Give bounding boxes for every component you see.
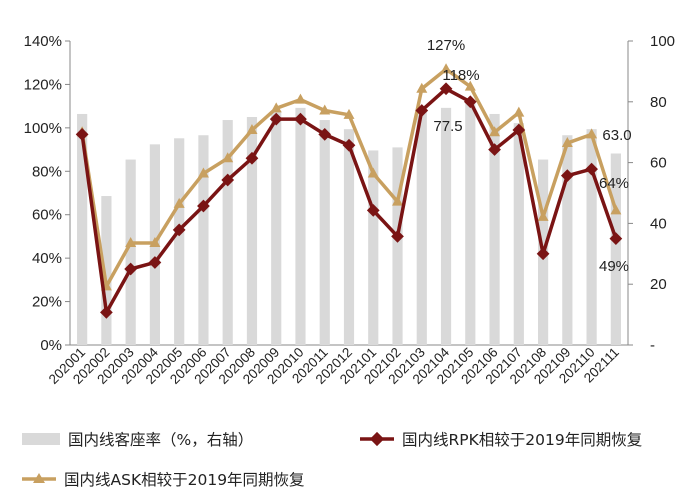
left-tick-label: 0% [40, 337, 62, 354]
bar-load-factor [271, 110, 282, 345]
left-tick-label: 80% [32, 163, 62, 180]
bar-load-factor [440, 107, 452, 345]
point-rpk [342, 138, 356, 152]
point-rpk [245, 151, 259, 165]
point-rpk [366, 204, 380, 217]
left-tick-label: 20% [32, 294, 62, 311]
point-rpk [488, 143, 501, 156]
point-rpk [75, 128, 89, 141]
point-ask [319, 104, 331, 115]
point-ask [173, 197, 185, 208]
point-rpk [172, 223, 186, 237]
bar-load-factor [392, 147, 403, 345]
bar-load-factor [465, 101, 476, 345]
point-ask [610, 204, 622, 215]
point-rpk [197, 199, 210, 213]
left-tick-label: 140% [24, 33, 62, 50]
data-label: 64% [599, 175, 629, 192]
point-ask [586, 128, 598, 139]
data-label: 63.0 [602, 127, 631, 144]
point-ask [270, 102, 282, 113]
point-ask [392, 195, 404, 206]
legend-swatch-rpk [360, 431, 394, 447]
point-ask [416, 82, 428, 93]
bar-load-factor [416, 110, 427, 345]
left-tick-label: 100% [24, 120, 62, 137]
legend-label-ask: 国内线ASK相较于2019年同期恢复 [64, 471, 305, 489]
point-rpk [221, 173, 235, 187]
bar-load-factor [125, 159, 136, 345]
bar-load-factor [489, 113, 500, 346]
data-label: 118% [442, 67, 479, 84]
data-label: 127% [427, 37, 465, 54]
point-ask [343, 108, 355, 119]
left-tick-label: 120% [24, 76, 62, 93]
bar-load-factor [174, 138, 185, 345]
left-tick-label: 40% [32, 250, 62, 267]
data-labels: 127% 118% 77.5 63.0 64% 49% [427, 37, 632, 275]
point-ask [294, 93, 306, 104]
right-tick-label: 80 [650, 94, 667, 111]
point-rpk [439, 82, 453, 96]
right-tick-label: 20 [650, 276, 667, 293]
bar-load-factor [101, 196, 112, 345]
point-ask [222, 152, 234, 163]
point-ask [246, 124, 258, 135]
bar-load-factor [222, 120, 233, 345]
point-rpk [294, 112, 307, 126]
bar-load-factor [246, 117, 258, 345]
point-ask [513, 106, 525, 117]
point-rpk [391, 230, 404, 243]
point-ask [440, 63, 452, 74]
point-ask [537, 210, 549, 221]
point-ask [125, 236, 137, 247]
right-tick-label: 60 [650, 155, 667, 172]
point-rpk [269, 112, 283, 126]
bar-load-factor [513, 123, 524, 345]
point-rpk [318, 128, 332, 141]
bar-load-factor [77, 113, 88, 346]
legend-label-load-factor: 国内线客座率（%，右轴） [68, 431, 253, 449]
point-ask [489, 126, 501, 137]
line-series [75, 63, 623, 319]
bar-series [77, 101, 621, 346]
legend: 国内线客座率（%，右轴） 国内线RPK相较于2019年同期恢复 国内线ASK相较… [22, 431, 642, 489]
point-ask [561, 137, 573, 148]
data-label: 77.5 [433, 118, 462, 135]
right-tick-label: 40 [650, 215, 667, 232]
bar-load-factor [562, 135, 573, 345]
point-rpk [100, 306, 113, 319]
bar-load-factor [198, 135, 209, 345]
bar-load-factor [343, 129, 355, 345]
point-rpk [148, 256, 162, 269]
point-ask [149, 236, 161, 247]
legend-label-rpk: 国内线RPK相较于2019年同期恢复 [402, 431, 642, 449]
left-tick-label: 60% [32, 207, 62, 224]
bar-load-factor [295, 107, 306, 345]
bar-load-factor [368, 150, 379, 345]
right-tick-label: 100 [650, 33, 675, 50]
bar-load-factor [319, 120, 330, 345]
point-rpk [415, 104, 429, 117]
legend-swatch-ask [22, 473, 56, 483]
bar-load-factor [610, 153, 621, 345]
point-ask [367, 167, 379, 178]
point-rpk [463, 95, 477, 109]
right-tick-label: - [650, 337, 655, 354]
point-rpk [124, 262, 138, 276]
bar-load-factor [586, 129, 597, 345]
point-ask [197, 167, 209, 178]
data-label: 49% [599, 258, 629, 275]
point-ask [464, 80, 476, 91]
legend-swatch-load-factor [22, 433, 60, 445]
